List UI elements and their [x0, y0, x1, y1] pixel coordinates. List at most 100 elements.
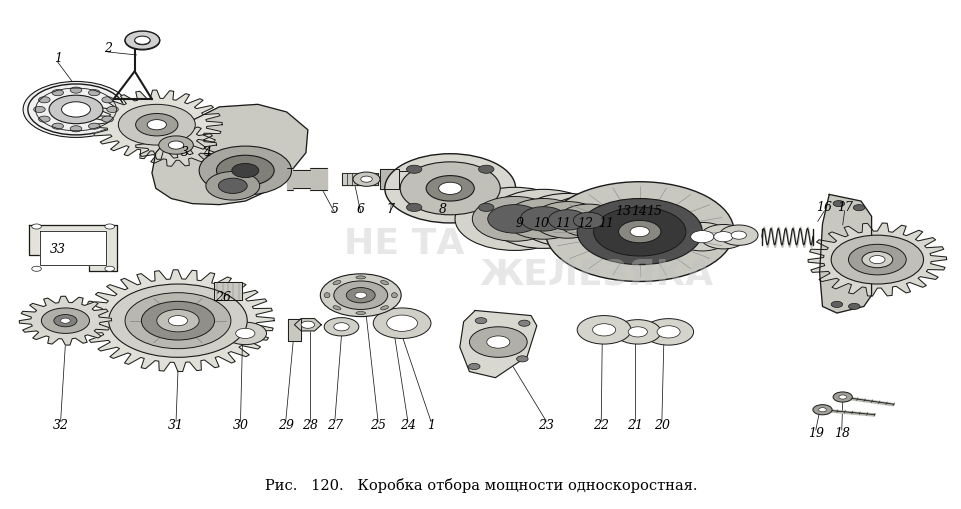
Text: 20: 20 — [653, 418, 669, 432]
Circle shape — [532, 202, 602, 238]
Circle shape — [486, 336, 509, 348]
Ellipse shape — [356, 312, 365, 315]
Circle shape — [23, 81, 129, 137]
Text: 11: 11 — [598, 217, 613, 231]
Text: 5: 5 — [331, 203, 338, 216]
Circle shape — [199, 146, 291, 195]
Circle shape — [216, 155, 274, 186]
Polygon shape — [819, 194, 871, 313]
Text: 30: 30 — [233, 418, 248, 432]
Circle shape — [478, 165, 493, 174]
Circle shape — [232, 163, 259, 178]
Text: 19: 19 — [807, 427, 823, 440]
Circle shape — [469, 327, 527, 357]
Circle shape — [218, 178, 247, 193]
Circle shape — [41, 308, 89, 333]
Circle shape — [135, 36, 150, 44]
Polygon shape — [286, 168, 293, 190]
Text: 28: 28 — [302, 418, 317, 432]
Circle shape — [52, 123, 63, 129]
Circle shape — [141, 301, 214, 340]
Circle shape — [61, 318, 70, 323]
Ellipse shape — [391, 293, 397, 298]
Text: 24: 24 — [400, 418, 415, 432]
Circle shape — [320, 274, 401, 317]
Text: 29: 29 — [278, 418, 293, 432]
Circle shape — [49, 95, 103, 124]
Circle shape — [333, 281, 387, 309]
Circle shape — [472, 196, 556, 241]
Circle shape — [478, 203, 493, 211]
Circle shape — [118, 104, 195, 145]
Circle shape — [516, 356, 528, 362]
Ellipse shape — [356, 276, 365, 279]
Circle shape — [301, 321, 314, 328]
Text: 18: 18 — [833, 427, 849, 440]
Text: 32: 32 — [53, 418, 68, 432]
Circle shape — [426, 176, 474, 201]
Polygon shape — [841, 397, 893, 406]
Text: 31: 31 — [168, 418, 184, 432]
Circle shape — [135, 37, 150, 45]
Circle shape — [157, 309, 199, 332]
Circle shape — [830, 301, 842, 307]
Circle shape — [206, 172, 259, 200]
Circle shape — [109, 284, 247, 357]
Circle shape — [838, 395, 846, 399]
Circle shape — [719, 225, 757, 245]
Text: 25: 25 — [370, 418, 385, 432]
Polygon shape — [294, 319, 321, 331]
Circle shape — [38, 97, 50, 103]
Circle shape — [545, 182, 733, 281]
Text: 23: 23 — [538, 418, 554, 432]
Circle shape — [593, 207, 685, 256]
Circle shape — [830, 235, 923, 284]
Text: Рис.   120.   Коробка отбора мощности односкоростная.: Рис. 120. Коробка отбора мощности односк… — [264, 478, 697, 493]
Text: 8: 8 — [438, 203, 446, 216]
Circle shape — [618, 220, 660, 243]
Circle shape — [577, 199, 702, 265]
Circle shape — [592, 324, 615, 336]
Polygon shape — [821, 410, 874, 416]
Circle shape — [475, 318, 486, 324]
Circle shape — [861, 251, 892, 268]
Circle shape — [52, 90, 63, 96]
Circle shape — [520, 207, 566, 231]
Text: 10: 10 — [532, 217, 548, 231]
Circle shape — [407, 165, 422, 174]
Text: 15: 15 — [646, 205, 661, 218]
Circle shape — [324, 318, 358, 336]
Circle shape — [235, 328, 255, 338]
Text: ЖЕЛЕ3ЯКА: ЖЕЛЕ3ЯКА — [479, 258, 713, 292]
Circle shape — [136, 114, 178, 136]
Circle shape — [159, 136, 193, 154]
Circle shape — [675, 222, 728, 251]
Circle shape — [400, 162, 500, 215]
Circle shape — [643, 319, 693, 345]
Circle shape — [730, 231, 746, 239]
Polygon shape — [287, 319, 301, 341]
Circle shape — [62, 102, 90, 117]
Circle shape — [628, 327, 647, 337]
Text: 26: 26 — [215, 291, 231, 304]
Polygon shape — [459, 310, 536, 378]
Polygon shape — [40, 231, 106, 265]
Circle shape — [848, 244, 905, 275]
Circle shape — [333, 323, 349, 331]
Circle shape — [125, 293, 231, 349]
Circle shape — [713, 232, 732, 242]
Circle shape — [125, 32, 160, 50]
Circle shape — [102, 116, 113, 122]
Text: 16: 16 — [816, 201, 831, 214]
Circle shape — [690, 231, 713, 243]
Polygon shape — [136, 124, 216, 166]
Text: 7: 7 — [386, 203, 394, 216]
Circle shape — [848, 303, 859, 309]
Circle shape — [629, 227, 649, 237]
Circle shape — [355, 292, 366, 298]
Circle shape — [557, 204, 619, 237]
Polygon shape — [82, 270, 274, 372]
Circle shape — [373, 308, 431, 338]
Circle shape — [70, 126, 82, 132]
Circle shape — [517, 193, 617, 246]
